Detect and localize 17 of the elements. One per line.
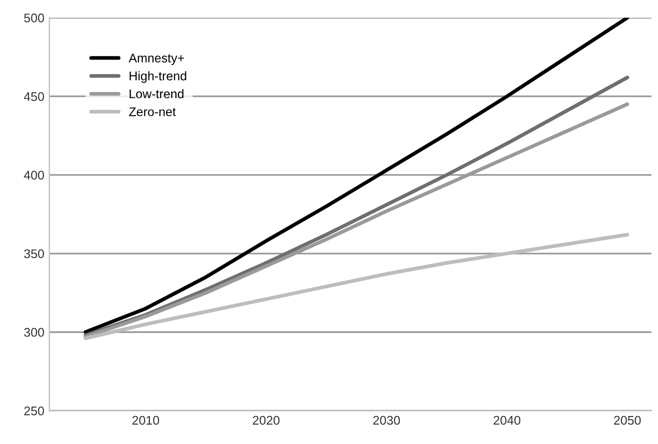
legend-label: Amnesty+ <box>128 54 184 65</box>
legend-label: High-trend <box>130 71 186 83</box>
legend-label: Low-trend <box>130 89 184 98</box>
x-tick-label: 2040 <box>494 416 520 425</box>
legend-label: Zero-net <box>129 107 176 116</box>
y-tick-label: 500 <box>24 14 44 22</box>
y-tick-label: 350 <box>24 249 44 258</box>
y-tick-label: 300 <box>24 328 44 337</box>
x-tick-label: 2010 <box>132 416 160 425</box>
y-tick-label: 250 <box>24 406 44 416</box>
x-tick-label: 2030 <box>373 416 400 425</box>
line-series <box>84 232 630 340</box>
y-tick-label: 450 <box>24 92 44 101</box>
line-series <box>84 18 630 334</box>
x-tick-label: 2020 <box>252 416 280 425</box>
x-tick-label: 2050 <box>614 416 641 425</box>
y-tick-label: 400 <box>24 170 44 180</box>
